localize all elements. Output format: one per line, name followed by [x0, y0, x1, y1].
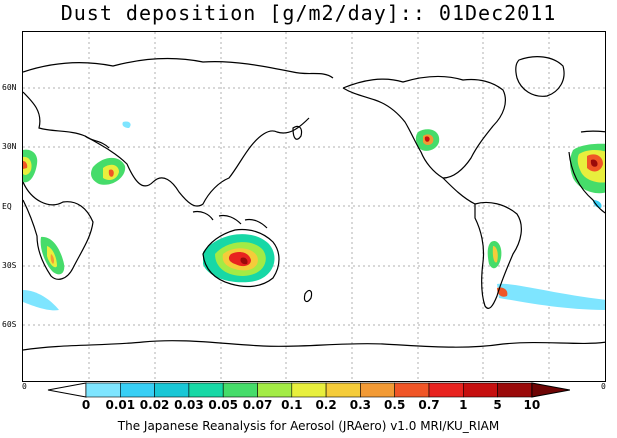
colorbar-box [120, 382, 155, 398]
colorbar-tick-label: 0.03 [174, 398, 204, 412]
colorbar-triangle-low [47, 382, 87, 398]
gridlines [23, 32, 605, 381]
colorbar-box [291, 382, 327, 398]
colorbar-tick-label: 0.05 [208, 398, 238, 412]
colorbar-tick-label: 0 [81, 398, 91, 412]
colorbar-triangle-high [531, 382, 570, 398]
colorbar-tick-label: 0.5 [384, 398, 406, 412]
colorbar-box [85, 382, 121, 398]
lat-label-30s: 30S [2, 261, 17, 270]
colorbar-tick-label: 0.02 [139, 398, 170, 412]
lat-label-60n: 60N [2, 83, 17, 92]
colorbar-tick-label: 10 [523, 398, 541, 412]
colorbar-tick-label: 5 [493, 398, 502, 412]
colorbar-box [154, 382, 190, 398]
map-title: Dust deposition [g/m2/day]:: 01Dec2011 [60, 1, 557, 25]
lat-label-60s: 60S [2, 320, 17, 329]
map-edge-label-right: 0 [601, 382, 606, 391]
colorbar-tick-label: 0.07 [242, 398, 273, 412]
colorbar-box [462, 382, 498, 398]
dust-shading [23, 121, 605, 311]
colorbar-box [222, 382, 258, 398]
colorbar-tick-label: 0.7 [418, 398, 440, 412]
colorbar-box [188, 382, 224, 398]
colorbar-box [428, 382, 464, 398]
map-edge-label-left: 0 [22, 382, 27, 391]
coastlines [23, 56, 605, 351]
colorbar-tick-label: 0.2 [315, 398, 337, 412]
lat-label-30n: 30N [2, 142, 17, 151]
lat-label-eq: EQ [2, 202, 12, 211]
colorbar-box [497, 382, 533, 398]
map-panel [22, 31, 606, 382]
colorbar-box [360, 382, 395, 398]
colorbar-tick-label: 0.1 [281, 398, 303, 412]
colorbar-tick-label: 0.01 [105, 398, 136, 412]
colorbar-box [257, 382, 293, 398]
footer-credit: The Japanese Reanalysis for Aerosol (JRA… [117, 419, 500, 433]
colorbar-tick-label: 0.3 [349, 398, 372, 412]
colorbar-box [394, 382, 430, 398]
colorbar-box [325, 382, 361, 398]
colorbar-tick-label: 1 [459, 398, 468, 412]
world-map [23, 32, 605, 381]
